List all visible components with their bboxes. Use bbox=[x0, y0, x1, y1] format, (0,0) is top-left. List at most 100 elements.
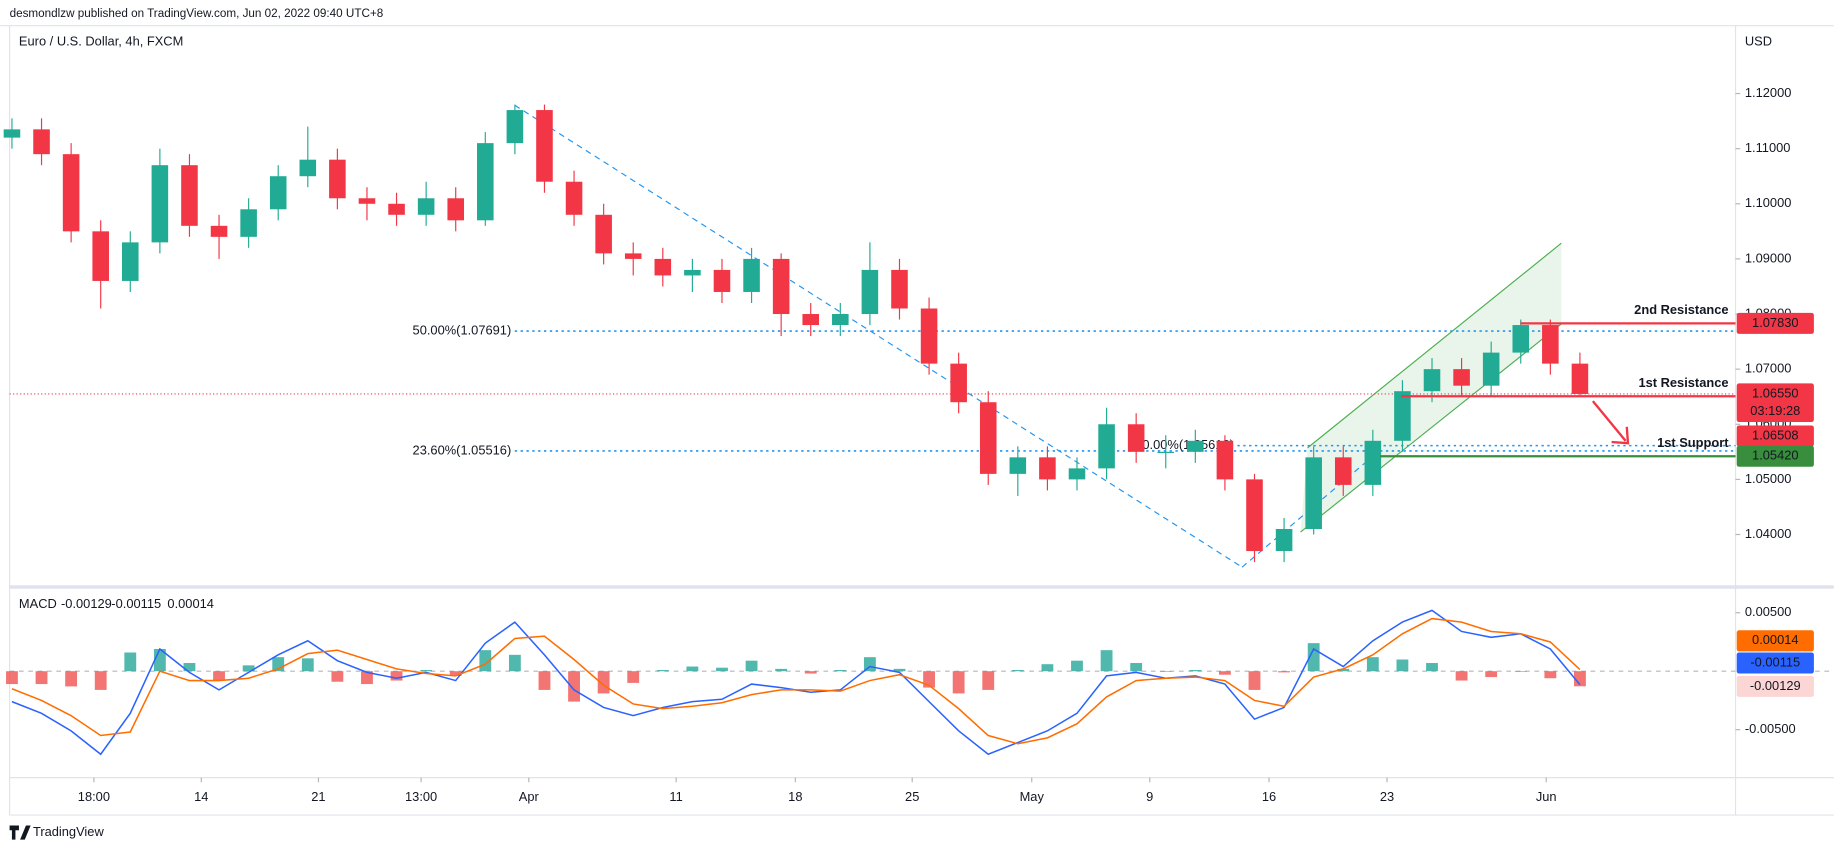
macd-title: MACD bbox=[19, 596, 57, 611]
histogram-bar bbox=[420, 670, 433, 672]
macd-legend-value: -0.00115 bbox=[111, 596, 161, 611]
macd-legend-value: -0.00129 bbox=[61, 596, 112, 611]
y-tick-label: -0.00500 bbox=[1745, 721, 1796, 736]
candle-body bbox=[1571, 363, 1589, 394]
histogram-bar bbox=[390, 671, 403, 681]
x-tick-label: 18:00 bbox=[78, 789, 110, 804]
candle-body bbox=[1423, 369, 1441, 392]
histogram-bar bbox=[301, 658, 314, 672]
candle-body bbox=[477, 143, 494, 221]
histogram-bar bbox=[1455, 671, 1468, 681]
histogram-bar bbox=[361, 671, 373, 685]
macd-legend-value: 0.00014 bbox=[167, 596, 213, 611]
candle-body bbox=[802, 314, 820, 326]
candle-body bbox=[565, 181, 583, 215]
histogram-bar bbox=[479, 650, 492, 672]
histogram-bar bbox=[775, 668, 788, 672]
histogram-bar bbox=[982, 671, 995, 690]
x-tick-label: Jun bbox=[1536, 789, 1557, 804]
histogram-bar bbox=[1041, 664, 1054, 672]
candle-body bbox=[861, 269, 879, 315]
candle-body bbox=[624, 253, 642, 259]
candle-body bbox=[181, 165, 198, 226]
down-arrow bbox=[1591, 400, 1630, 445]
footer-brand: TradingView bbox=[33, 824, 104, 839]
channel-lower bbox=[1300, 323, 1562, 533]
x-tick-label: 25 bbox=[905, 789, 919, 804]
histogram-bar bbox=[1189, 670, 1202, 672]
candle-body bbox=[920, 308, 938, 364]
histogram-bar bbox=[1426, 663, 1438, 672]
macd-tag-label: 0.00014 bbox=[1752, 632, 1798, 647]
histogram-bar bbox=[597, 671, 610, 694]
histogram-bar bbox=[1366, 657, 1379, 672]
channel-upper bbox=[1307, 242, 1562, 449]
level-name: 2nd Resistance bbox=[1634, 302, 1728, 317]
candle-body bbox=[1334, 457, 1352, 485]
x-tick-label: 14 bbox=[194, 789, 208, 804]
histogram-bar bbox=[213, 671, 225, 681]
candle-body bbox=[151, 165, 169, 243]
level-name: 1st Resistance bbox=[1638, 375, 1728, 390]
histogram-bar bbox=[893, 668, 906, 672]
y-tick-label: 1.05000 bbox=[1745, 471, 1791, 486]
last-price-tag bbox=[1736, 383, 1814, 423]
histogram-bar bbox=[1218, 671, 1231, 675]
y-tick-label: 1.12000 bbox=[1745, 85, 1791, 100]
histogram-bar bbox=[94, 671, 107, 690]
candle-body bbox=[62, 154, 80, 232]
level-name: 1st Support bbox=[1657, 435, 1729, 450]
fib-level-label: 23.60%(1.05516) bbox=[413, 442, 512, 457]
histogram-bar bbox=[242, 665, 255, 672]
candle-body bbox=[269, 176, 287, 210]
candle-body bbox=[1246, 479, 1263, 552]
histogram-bar bbox=[35, 671, 48, 685]
x-tick-label: 18 bbox=[788, 789, 802, 804]
histogram-bar bbox=[449, 671, 462, 676]
histogram-bar bbox=[1307, 643, 1320, 672]
histogram-bar bbox=[1396, 659, 1409, 672]
y-tick-label: 1.09000 bbox=[1745, 250, 1791, 265]
macd-tag bbox=[1736, 652, 1814, 674]
macd-tag-label: -0.00129 bbox=[1750, 678, 1801, 693]
candle-body bbox=[447, 198, 465, 221]
symbol-title: Euro / U.S. Dollar, 4h, FXCM bbox=[19, 33, 183, 48]
macd-tag bbox=[1736, 630, 1814, 652]
level-tag-label: 1.07830 bbox=[1752, 315, 1798, 330]
candle-body bbox=[1009, 457, 1027, 474]
histogram-bar bbox=[183, 663, 196, 672]
level-tag-label: 1.06508 bbox=[1752, 427, 1798, 442]
candle-body bbox=[1482, 352, 1500, 386]
fib-level-label: 50.00%(1.05612) bbox=[1135, 437, 1234, 452]
candle-body bbox=[772, 258, 790, 315]
last-price-label: 1.06550 bbox=[1752, 385, 1798, 400]
candle-body bbox=[388, 203, 405, 215]
level-tag bbox=[1736, 425, 1814, 447]
candle-body bbox=[1453, 369, 1470, 386]
macd-tag-label: -0.00115 bbox=[1750, 654, 1800, 669]
currency-label: USD bbox=[1745, 33, 1772, 48]
x-tick-label: Apr bbox=[519, 789, 540, 804]
candle-body bbox=[92, 231, 109, 281]
histogram-bar bbox=[804, 671, 817, 674]
candle-body bbox=[122, 242, 139, 281]
x-tick-label: 11 bbox=[669, 789, 682, 804]
y-tick-label: 1.11000 bbox=[1745, 140, 1791, 155]
histogram-bar bbox=[656, 670, 669, 672]
candle-body bbox=[832, 314, 849, 326]
candle-body bbox=[684, 269, 701, 276]
candle-body bbox=[1305, 457, 1322, 530]
histogram-bar bbox=[1278, 671, 1291, 673]
histogram-bar bbox=[834, 670, 847, 672]
x-tick-label: 13:00 bbox=[405, 789, 437, 804]
fib-trend-line bbox=[1241, 449, 1381, 568]
fib-level-label: 50.00%(1.07691) bbox=[413, 322, 512, 337]
signal-line bbox=[11, 617, 1581, 745]
candle-body bbox=[417, 198, 435, 215]
histogram-bar bbox=[568, 671, 580, 702]
histogram-bar bbox=[1248, 671, 1261, 690]
candle-body bbox=[891, 269, 908, 309]
level-tag bbox=[1736, 445, 1814, 467]
histogram-bar bbox=[6, 671, 18, 685]
candle-body bbox=[1068, 468, 1086, 480]
